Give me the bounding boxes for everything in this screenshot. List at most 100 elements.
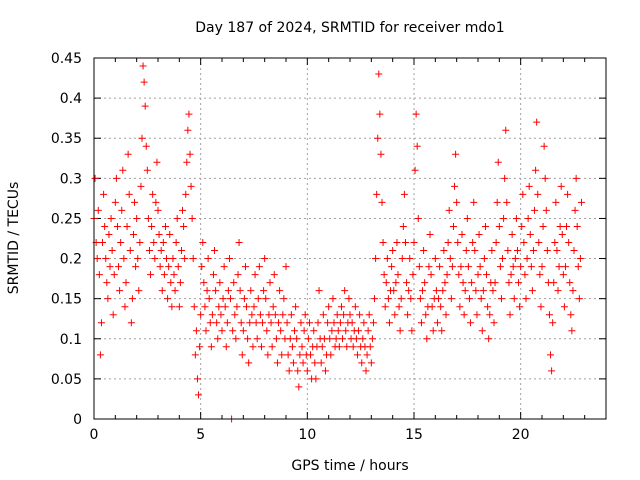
data-point — [260, 287, 268, 295]
data-point — [543, 247, 551, 255]
data-point — [436, 263, 444, 271]
data-point — [359, 335, 367, 343]
data-point — [161, 222, 169, 230]
data-point — [250, 303, 258, 311]
data-point — [329, 295, 337, 303]
data-point — [467, 319, 475, 327]
y-axis-label: SRMTID / TECUs — [6, 182, 22, 295]
data-point — [259, 319, 267, 327]
data-point — [406, 255, 414, 263]
data-point — [570, 247, 578, 255]
data-point — [476, 263, 484, 271]
data-point — [157, 247, 165, 255]
data-point — [567, 311, 575, 319]
data-point — [267, 319, 275, 327]
data-point — [189, 255, 197, 263]
data-point — [332, 335, 340, 343]
data-point — [393, 239, 401, 247]
data-point — [213, 319, 221, 327]
data-point — [205, 295, 213, 303]
data-point — [475, 230, 483, 238]
data-point — [363, 351, 371, 359]
data-point — [155, 230, 163, 238]
data-point — [557, 182, 565, 190]
data-point — [120, 255, 128, 263]
data-point — [527, 263, 535, 271]
x-tick-labels: 0 5 10 15 20 — [90, 427, 530, 443]
data-point — [204, 255, 212, 263]
data-point — [358, 359, 366, 367]
data-point — [438, 327, 446, 335]
data-point — [241, 263, 249, 271]
data-point — [288, 343, 296, 351]
data-point — [239, 327, 247, 335]
data-point — [427, 271, 435, 279]
data-point — [304, 335, 312, 343]
data-point — [133, 214, 141, 222]
data-point — [318, 343, 326, 351]
data-point — [91, 174, 99, 182]
data-point — [362, 367, 370, 375]
data-point — [335, 343, 343, 351]
data-point — [533, 118, 541, 126]
data-point — [253, 335, 261, 343]
data-point — [272, 335, 280, 343]
data-point — [435, 295, 443, 303]
data-point — [286, 335, 294, 343]
x-tick-label: 20 — [512, 427, 530, 443]
data-point — [460, 311, 468, 319]
data-point — [122, 279, 130, 287]
data-point — [528, 287, 536, 295]
data-point — [461, 287, 469, 295]
data-point — [160, 271, 168, 279]
data-point — [136, 239, 144, 247]
data-point — [414, 214, 422, 222]
data-point — [425, 263, 433, 271]
data-point — [511, 255, 519, 263]
y-tick-label: 0.2 — [60, 252, 82, 268]
data-point — [141, 102, 149, 110]
data-point — [126, 247, 134, 255]
data-point — [139, 62, 147, 70]
data-point — [420, 247, 428, 255]
data-point — [327, 351, 335, 359]
data-point — [109, 311, 117, 319]
data-point — [463, 214, 471, 222]
data-point — [559, 271, 567, 279]
x-tick-label: 5 — [196, 427, 205, 443]
data-point — [569, 287, 577, 295]
data-point — [541, 174, 549, 182]
data-point — [441, 279, 449, 287]
data-point — [409, 271, 417, 279]
data-point — [542, 206, 550, 214]
data-point — [348, 319, 356, 327]
data-point — [496, 263, 504, 271]
data-point — [401, 239, 409, 247]
data-point — [236, 287, 244, 295]
data-point — [140, 78, 148, 86]
data-point — [419, 287, 427, 295]
data-point — [249, 343, 257, 351]
data-point — [328, 327, 336, 335]
data-point — [345, 295, 353, 303]
data-point — [144, 214, 152, 222]
data-point — [572, 174, 580, 182]
y-tick-label: 0.45 — [51, 51, 82, 67]
data-point — [517, 263, 525, 271]
data-point — [456, 303, 464, 311]
data-point — [410, 239, 418, 247]
data-point — [243, 303, 251, 311]
data-point — [193, 375, 201, 383]
data-point — [391, 311, 399, 319]
data-point — [429, 327, 437, 335]
data-point — [231, 311, 239, 319]
data-point — [177, 247, 185, 255]
data-point — [111, 198, 119, 206]
data-point — [457, 263, 465, 271]
data-point — [216, 279, 224, 287]
data-point — [297, 319, 305, 327]
data-point — [485, 335, 493, 343]
data-point — [240, 295, 248, 303]
data-point — [245, 359, 253, 367]
data-point — [565, 239, 573, 247]
